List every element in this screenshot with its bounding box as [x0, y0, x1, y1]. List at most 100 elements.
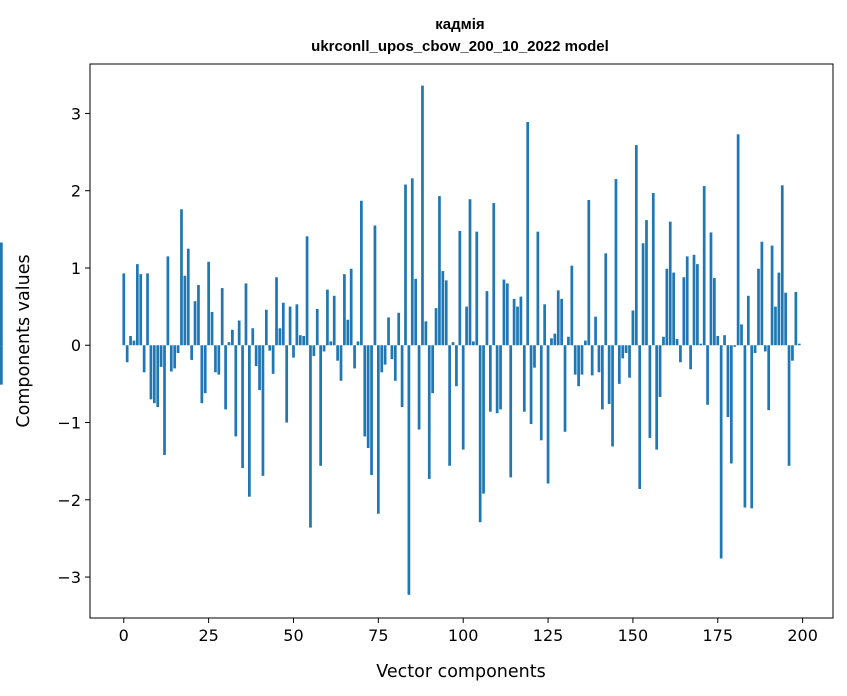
bar: [746, 295, 750, 346]
bar: [791, 345, 794, 361]
bar: [584, 340, 587, 346]
bar: [726, 345, 730, 418]
bar: [326, 289, 329, 346]
bar: [329, 341, 333, 346]
x-tick-label: 0: [119, 626, 129, 645]
bar: [529, 345, 533, 425]
bar: [699, 343, 703, 346]
bar: [533, 345, 536, 368]
bar: [224, 345, 227, 410]
bar: [465, 306, 468, 346]
bar: [264, 309, 268, 346]
bar: [407, 345, 411, 595]
bar: [336, 345, 339, 361]
bar: [723, 335, 726, 346]
bar: [444, 280, 448, 346]
x-tick-label: 175: [702, 626, 733, 645]
chart-title: кадмія: [435, 16, 484, 33]
x-tick-label: 200: [787, 626, 818, 645]
bar: [217, 345, 221, 375]
bar: [159, 345, 163, 367]
bar: [719, 345, 723, 559]
bar: [268, 345, 272, 351]
x-tick-label: 125: [533, 626, 564, 645]
bar: [258, 345, 261, 391]
bar: [648, 345, 652, 438]
bar: [312, 345, 316, 357]
bar: [740, 324, 743, 346]
bar: [288, 306, 292, 346]
bar: [570, 265, 574, 346]
bar: [519, 296, 523, 346]
bar: [319, 345, 322, 466]
bar: [186, 248, 190, 346]
bar: [366, 345, 370, 449]
bar: [203, 345, 207, 394]
bar: [0, 345, 3, 385]
bar: [278, 328, 282, 346]
y-tick-label: −1: [57, 414, 81, 433]
x-tick-label: 75: [368, 626, 388, 645]
bar: [169, 345, 173, 372]
y-tick-label: −2: [57, 491, 81, 510]
bar: [438, 196, 441, 346]
bar: [713, 278, 716, 346]
bar: [577, 345, 580, 387]
plot-frame: [89, 63, 834, 619]
bar: [475, 231, 479, 346]
bar: [587, 199, 591, 346]
bar: [207, 261, 210, 346]
bar: [580, 345, 584, 375]
bar: [641, 243, 645, 346]
y-tick-label: −3: [57, 568, 81, 587]
bar: [176, 345, 180, 353]
x-tick-label: 150: [618, 626, 649, 645]
bar: [736, 134, 740, 346]
bar: [343, 274, 346, 346]
bar: [332, 295, 336, 346]
bar: [149, 345, 153, 400]
bar: [275, 277, 278, 346]
bar: [709, 232, 713, 346]
bar: [770, 245, 774, 346]
bar: [509, 345, 513, 478]
bar: [210, 312, 214, 346]
x-tick-label: 50: [283, 626, 303, 645]
bar: [346, 319, 350, 346]
bar: [200, 345, 204, 404]
bar: [139, 274, 143, 346]
bar: [383, 345, 387, 365]
bar: [621, 345, 625, 359]
bar: [142, 345, 146, 373]
bar: [672, 272, 675, 346]
bar: [295, 304, 299, 346]
bar: [241, 345, 244, 469]
y-tick-label: 3: [71, 104, 81, 123]
bar: [237, 320, 241, 346]
y-axis-ticks: −3 −2 −1 0 1 2 3: [57, 104, 90, 587]
bar: [573, 345, 577, 375]
bar: [410, 178, 414, 346]
bar: [248, 345, 251, 497]
bar: [271, 345, 275, 374]
bar: [512, 298, 516, 346]
bar: [244, 283, 248, 346]
bar: [502, 279, 506, 346]
bar: [601, 345, 604, 410]
y-tick-label: 1: [71, 259, 81, 278]
bar: [231, 329, 234, 346]
x-tick-label: 25: [198, 626, 218, 645]
bar: [679, 345, 682, 363]
y-tick-label: 0: [71, 336, 81, 355]
bar: [539, 345, 543, 441]
x-axis-label: Vector components: [376, 662, 545, 682]
bar: [227, 342, 231, 346]
bar: [400, 345, 404, 408]
bar: [563, 345, 567, 432]
bar: [757, 268, 760, 346]
bar: [387, 317, 390, 346]
bar: [787, 345, 791, 466]
bar: [702, 186, 706, 346]
bar: [390, 345, 394, 360]
bar: [373, 225, 377, 346]
